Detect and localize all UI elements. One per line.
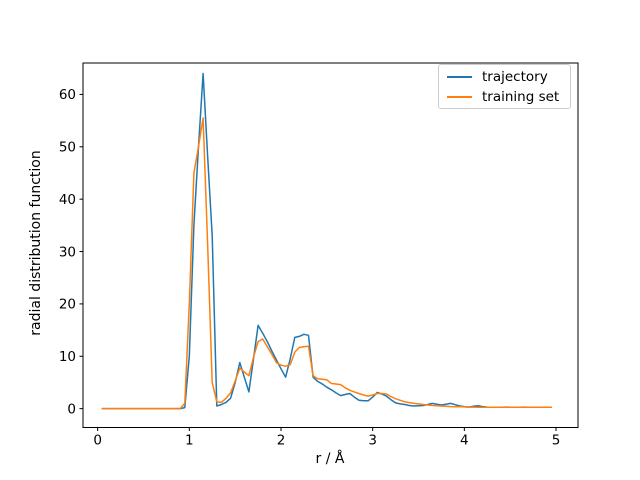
trajectory-line-swatch <box>447 76 472 78</box>
y-tick-label: 20 <box>59 297 76 313</box>
legend-label-training-set: training set <box>482 89 560 105</box>
legend-label-trajectory: trajectory <box>482 69 548 85</box>
series-line-trajectory <box>101 72 553 410</box>
x-tick-label: 1 <box>185 433 194 449</box>
x-tick-label: 5 <box>552 433 561 449</box>
x-tick-label: 3 <box>368 433 377 449</box>
legend: trajectory training set <box>438 64 571 109</box>
y-tick-label: 30 <box>59 244 76 260</box>
training-set-line-swatch <box>447 96 472 98</box>
y-tick-label: 0 <box>67 401 76 417</box>
y-axis-label: radial distribution function <box>28 150 44 336</box>
x-tick-label: 4 <box>460 433 469 449</box>
y-tick-label: 40 <box>59 192 76 208</box>
y-tick-label: 50 <box>59 140 76 156</box>
axes-frame <box>82 62 579 428</box>
legend-item-training-set: training set <box>439 87 570 107</box>
x-tick-label: 2 <box>277 433 286 449</box>
x-axis-label: r / Å <box>315 451 345 467</box>
y-tick-label: 10 <box>59 349 76 365</box>
y-tick-label: 60 <box>59 87 76 103</box>
series-line-training-set <box>101 117 553 410</box>
x-tick-label: 0 <box>93 433 102 449</box>
legend-item-trajectory: trajectory <box>439 67 570 87</box>
